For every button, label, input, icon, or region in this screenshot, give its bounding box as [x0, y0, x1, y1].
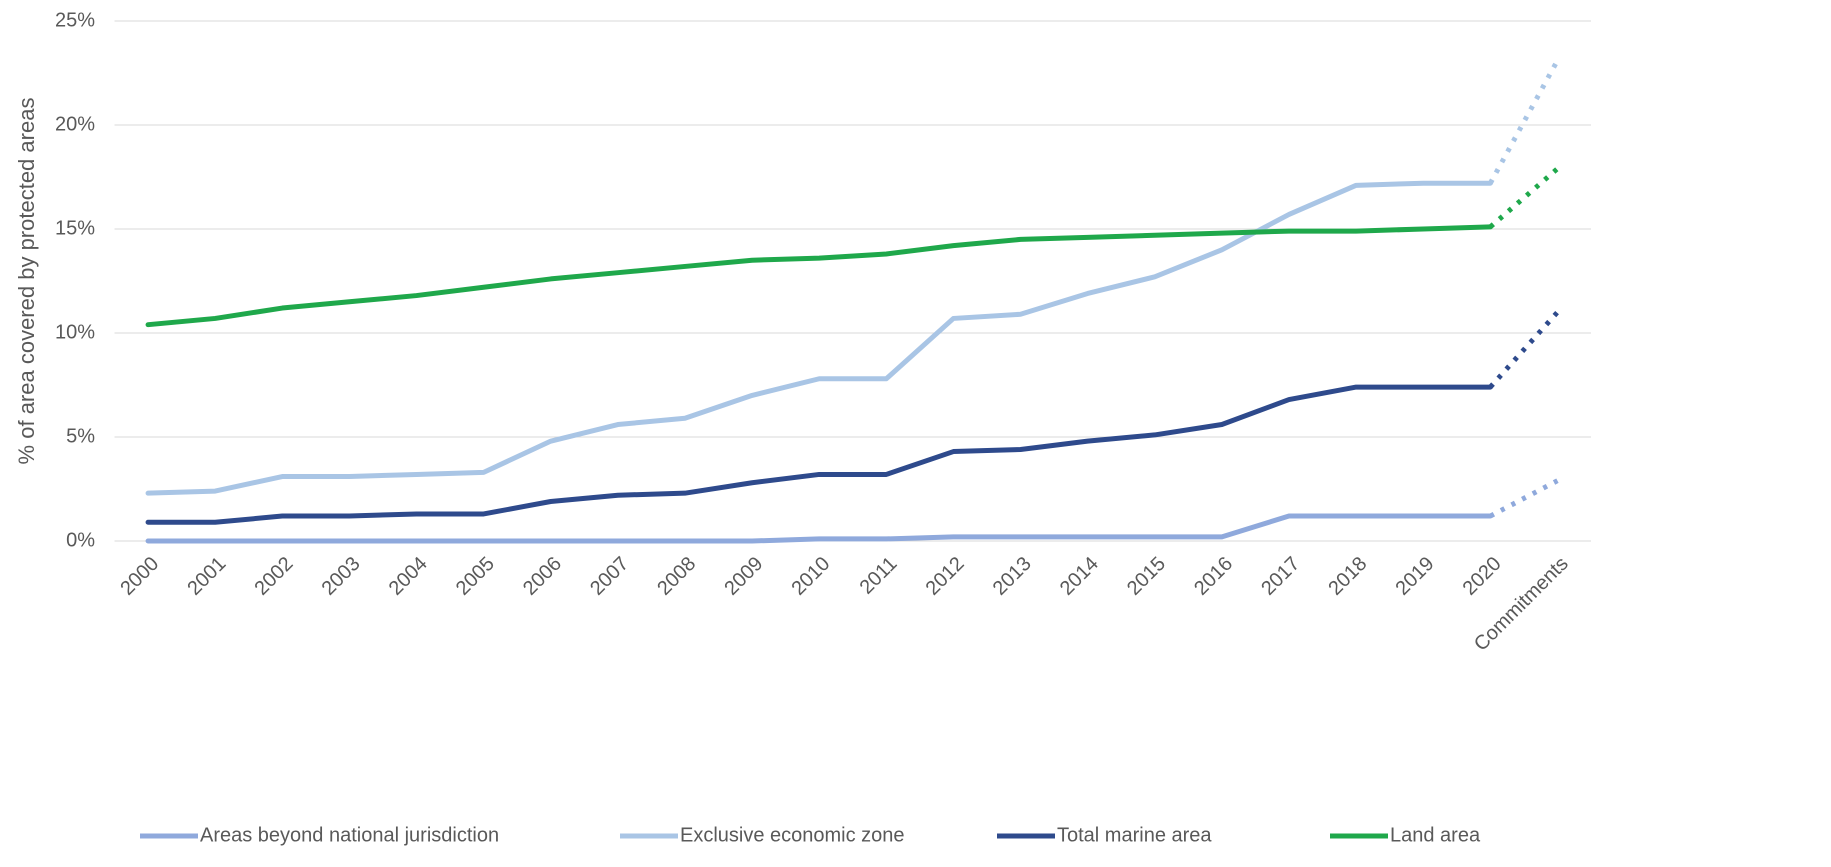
x-tick-label: 2002: [251, 553, 298, 600]
x-tick-label: 2015: [1123, 553, 1170, 600]
x-tick-label: 2008: [653, 553, 700, 600]
x-tick-label: 2019: [1391, 553, 1438, 600]
series-line: [145, 513, 1493, 544]
x-tick-label: 2003: [318, 553, 365, 600]
x-tick-label: 2009: [720, 553, 767, 600]
series-line: [145, 224, 1493, 328]
commitment-segment: [1489, 478, 1559, 519]
x-tick-label: 2007: [586, 553, 633, 600]
y-tick-label: 20%: [55, 113, 95, 135]
x-tick-label: 2006: [519, 553, 566, 600]
commitment-segment: [1488, 59, 1560, 185]
x-tick-label: 2013: [989, 553, 1036, 600]
series-line: [145, 180, 1493, 496]
legend-label: Land area: [1390, 824, 1481, 846]
legend-label: Total marine area: [1057, 824, 1212, 846]
x-tick-label: 2017: [1257, 553, 1304, 600]
x-tick-label: 2012: [922, 553, 969, 600]
y-tick-label: 10%: [55, 321, 95, 343]
x-tick-label: 2005: [452, 553, 499, 600]
commitment-segment: [1488, 166, 1560, 229]
x-tick-label: 2000: [116, 553, 163, 600]
y-tick-label: 25%: [55, 9, 95, 31]
x-tick-label: 2014: [1056, 553, 1103, 600]
x-tick-label: 2004: [385, 553, 432, 600]
y-tick-label: 15%: [55, 217, 95, 239]
x-tick-label: 2011: [856, 553, 902, 599]
x-tick-label: 2010: [787, 553, 834, 600]
y-axis-label: % of area covered by protected areas: [14, 98, 39, 465]
legend-label: Areas beyond national jurisdiction: [200, 824, 499, 846]
series-line: [145, 384, 1493, 525]
legend-label: Exclusive economic zone: [680, 824, 905, 846]
x-tick-label: 2020: [1459, 553, 1506, 600]
x-tick-label: 2001: [183, 553, 230, 600]
y-tick-label: 5%: [66, 425, 95, 447]
x-tick-label: 2016: [1190, 553, 1237, 600]
x-tick-label: 2018: [1324, 553, 1371, 600]
commitment-segment: [1488, 310, 1560, 389]
y-tick-label: 0%: [66, 529, 95, 551]
